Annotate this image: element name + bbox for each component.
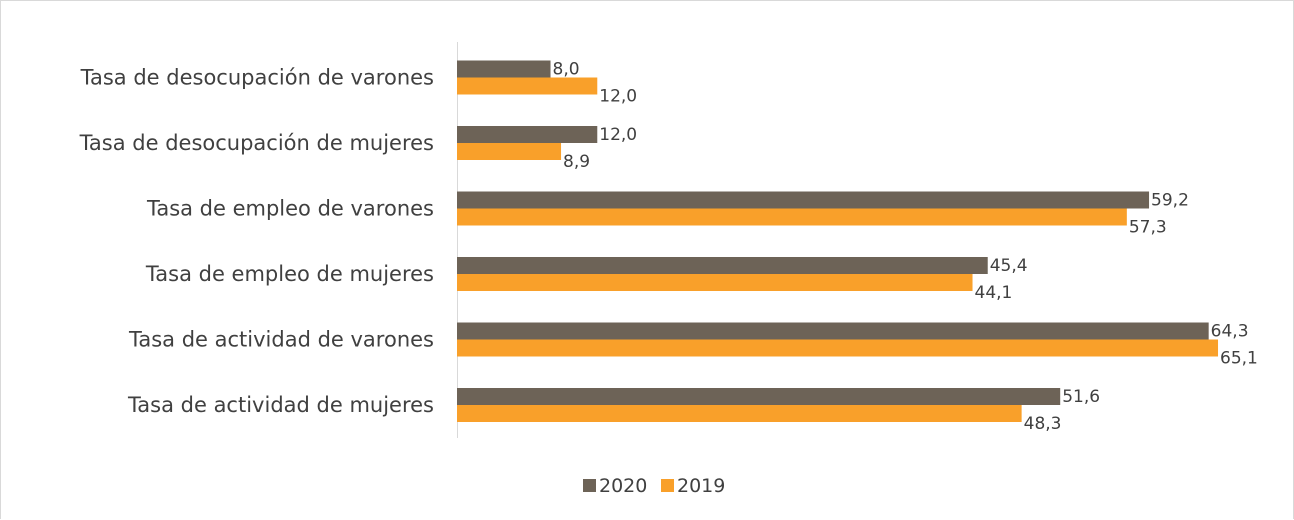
data-label-2020: 59,2 — [1151, 191, 1189, 211]
data-label-2019: 48,3 — [1024, 414, 1062, 434]
bar-2019[interactable] — [457, 143, 562, 160]
bar-2020[interactable] — [457, 257, 988, 274]
category-tick-label: Tasa de desocupación de varones — [80, 66, 434, 90]
category-tick-label: Tasa de actividad de mujeres — [127, 393, 434, 417]
category-tick-label: Tasa de actividad de varones — [128, 328, 434, 352]
legend-swatch-2020 — [583, 479, 596, 492]
data-label-2020: 64,3 — [1211, 322, 1249, 342]
data-label-2020: 45,4 — [990, 256, 1028, 276]
bar-2019[interactable] — [457, 339, 1219, 357]
bar-2019[interactable] — [457, 208, 1127, 226]
bar-2020[interactable] — [457, 60, 551, 78]
bar-2020[interactable] — [457, 191, 1150, 209]
category-tick-label: Tasa de desocupación de mujeres — [79, 131, 434, 155]
bar-2020[interactable] — [457, 322, 1209, 340]
bar-2020[interactable] — [457, 126, 598, 143]
category-tick-label: Tasa de empleo de mujeres — [145, 262, 434, 286]
legend-swatch-2019 — [661, 479, 674, 492]
data-label-2019: 65,1 — [1220, 349, 1258, 369]
data-label-2019: 12,0 — [599, 87, 637, 107]
legend-label-2019: 2019 — [677, 475, 725, 497]
bar-2020[interactable] — [457, 388, 1061, 405]
data-label-2019: 8,9 — [563, 152, 590, 172]
data-label-2020: 12,0 — [599, 125, 637, 145]
bar-2019[interactable] — [457, 77, 598, 95]
data-label-2020: 8,0 — [553, 60, 580, 80]
category-tick-label: Tasa de empleo de varones — [146, 197, 434, 221]
data-label-2019: 44,1 — [975, 283, 1013, 303]
legend-label-2020: 2020 — [599, 475, 647, 497]
data-label-2020: 51,6 — [1062, 387, 1100, 407]
bar-2019[interactable] — [457, 405, 1022, 422]
data-label-2019: 57,3 — [1129, 218, 1167, 238]
bar-2019[interactable] — [457, 274, 973, 291]
